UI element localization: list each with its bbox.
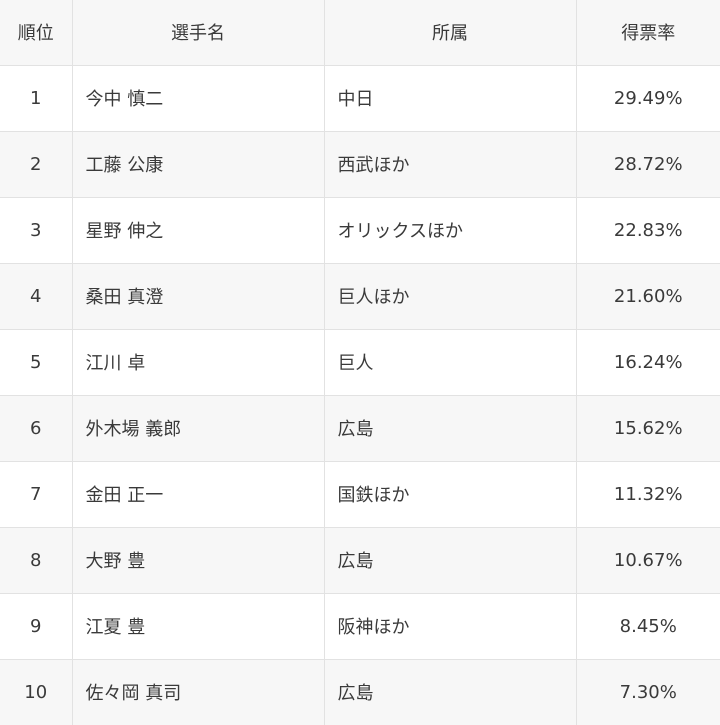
player-cell: 金田 正一 — [72, 461, 325, 528]
rank-cell: 2 — [0, 131, 73, 198]
team-cell: 阪神ほか — [324, 593, 577, 660]
header-row: 順位 選手名 所属 得票率 — [0, 0, 720, 66]
rate-cell: 7.30% — [619, 681, 677, 703]
team-cell: 広島 — [324, 527, 577, 594]
table-body: 1 今中 慎二 中日 29.49% 2 工藤 公康 西武ほか 28.72% 3 … — [0, 65, 720, 725]
rank-cell: 1 — [0, 65, 73, 132]
rate-cell: 22.83% — [576, 197, 720, 264]
player-cell: 江川 卓 — [72, 329, 325, 396]
team-cell: 中日 — [324, 65, 577, 132]
rate-cell: 11.32% — [576, 461, 720, 528]
rank-cell: 4 — [0, 263, 73, 330]
rank-cell: 10 — [0, 659, 73, 725]
header-team: 所属 — [324, 0, 577, 66]
header-rank: 順位 — [0, 0, 73, 66]
rank-cell: 7 — [0, 461, 73, 528]
table-row: 5 江川 卓 巨人 16.24% — [0, 329, 720, 396]
table-row: 8 大野 豊 広島 10.67% — [0, 527, 720, 594]
player-cell: 星野 伸之 — [72, 197, 325, 264]
table-row: 6 外木場 義郎 広島 15.62% — [0, 395, 720, 462]
rate-cell: 29.49% — [576, 65, 720, 132]
rate-cell: 10.67% — [576, 527, 720, 594]
header-player: 選手名 — [72, 0, 325, 66]
table-row: 7 金田 正一 国鉄ほか 11.32% — [0, 461, 720, 528]
table-row: 10 佐々岡 真司 広島 7.30% — [0, 659, 720, 725]
rank-cell: 3 — [0, 197, 73, 264]
rate-cell: 16.24% — [576, 329, 720, 396]
rank-cell: 8 — [0, 527, 73, 594]
rank-cell: 9 — [0, 593, 73, 660]
team-cell: 広島 — [324, 659, 577, 725]
team-cell: 国鉄ほか — [324, 461, 577, 528]
player-cell: 工藤 公康 — [72, 131, 325, 198]
team-cell: 広島 — [324, 395, 577, 462]
rank-cell: 6 — [0, 395, 73, 462]
table-row: 1 今中 慎二 中日 29.49% — [0, 65, 720, 132]
table-row: 4 桑田 真澄 巨人ほか 21.60% — [0, 263, 720, 330]
rate-cell: 8.45% — [576, 593, 720, 660]
rate-cell: 15.62% — [576, 395, 720, 462]
player-cell: 佐々岡 真司 — [72, 659, 325, 725]
team-cell: 巨人ほか — [324, 263, 577, 330]
team-cell: 西武ほか — [324, 131, 577, 198]
rate-cell: 21.60% — [576, 263, 720, 330]
table-row: 9 江夏 豊 阪神ほか 8.45% — [0, 593, 720, 660]
table-header: 順位 選手名 所属 得票率 — [0, 0, 720, 66]
player-cell: 今中 慎二 — [72, 65, 325, 132]
table-row: 2 工藤 公康 西武ほか 28.72% — [0, 131, 720, 198]
header-rate: 得票率 — [576, 0, 720, 66]
player-cell: 桑田 真澄 — [72, 263, 325, 330]
table-row: 3 星野 伸之 オリックスほか 22.83% — [0, 197, 720, 264]
team-cell: 巨人 — [324, 329, 577, 396]
rank-cell: 5 — [0, 329, 73, 396]
player-cell: 江夏 豊 — [72, 593, 325, 660]
player-cell: 大野 豊 — [72, 527, 325, 594]
player-cell: 外木場 義郎 — [72, 395, 325, 462]
team-cell: オリックスほか — [324, 197, 577, 264]
rate-cell: 28.72% — [576, 131, 720, 198]
